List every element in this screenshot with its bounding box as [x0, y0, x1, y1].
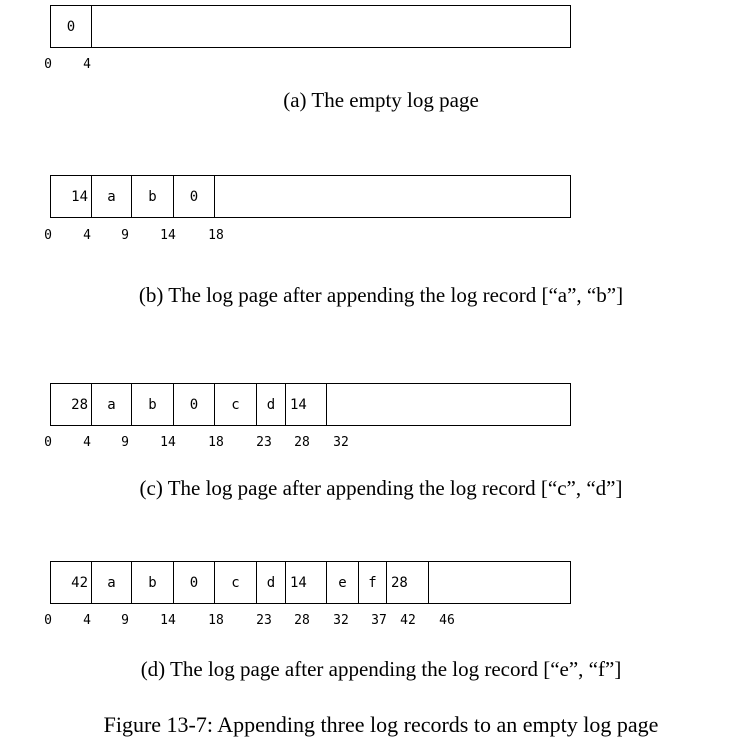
log-page-free-space [327, 384, 570, 425]
byte-offset-label: 18 [208, 435, 224, 450]
cell-value: 14 [71, 188, 88, 205]
cell-value: 0 [66, 18, 76, 35]
log-page-free-space [429, 562, 570, 603]
log-page-cell: d [257, 384, 286, 425]
byte-offset-label: 0 [44, 228, 52, 243]
figure-caption: Figure 13-7: Appending three log records… [103, 712, 659, 737]
byte-offset-label: 18 [208, 228, 224, 243]
log-page-cell: a [92, 562, 132, 603]
subfigure-caption: (a) The empty log page [283, 88, 479, 112]
byte-offset-label: 4 [83, 435, 91, 450]
byte-offset-label: 0 [44, 57, 52, 72]
byte-offset-label: 42 [400, 613, 416, 628]
byte-offset-label: 23 [256, 435, 272, 450]
subfigure-caption: (c) The log page after appending the log… [139, 476, 623, 500]
byte-offset-label: 0 [44, 613, 52, 628]
cell-value: 0 [189, 188, 199, 205]
byte-offset-label: 46 [439, 613, 455, 628]
byte-offset-label: 9 [121, 228, 129, 243]
byte-offset-label: 4 [83, 57, 91, 72]
log-page-cell: 14 [51, 176, 92, 217]
log-page-cell: b [132, 176, 174, 217]
log-page-cell: f [359, 562, 387, 603]
log-page-cell: 0 [174, 176, 215, 217]
byte-offset-label: 9 [121, 613, 129, 628]
cell-value: 0 [189, 396, 199, 413]
log-page-cell: 28 [51, 384, 92, 425]
log-page-free-space [215, 176, 570, 217]
cell-value: c [231, 396, 240, 413]
byte-offset-label: 14 [160, 613, 176, 628]
byte-offset-label: 0 [44, 435, 52, 450]
byte-offset-label: 32 [333, 435, 349, 450]
byte-offset-label: 28 [294, 435, 310, 450]
log-page-cell: b [132, 384, 174, 425]
byte-offset-label: 28 [294, 613, 310, 628]
log-page-cell: b [132, 562, 174, 603]
byte-offset-label: 23 [256, 613, 272, 628]
log-page-c: 28 a b 0 c d 14 [50, 383, 571, 426]
cell-value: d [266, 396, 276, 413]
cell-value: f [368, 574, 377, 591]
log-page-cell: d [257, 562, 286, 603]
cell-value: 0 [189, 574, 199, 591]
byte-offset-label: 37 [371, 613, 387, 628]
log-page-cell: 14 [286, 384, 327, 425]
cell-value: 28 [71, 396, 88, 413]
log-page-cell: 28 [387, 562, 429, 603]
log-page-cell: c [215, 384, 257, 425]
subfigure-caption: (b) The log page after appending the log… [138, 283, 624, 307]
cell-value: 28 [391, 574, 408, 591]
byte-offset-label: 4 [83, 613, 91, 628]
log-page-cell: 42 [51, 562, 92, 603]
cell-value: a [107, 396, 116, 413]
cell-value: b [148, 396, 157, 413]
cell-value: a [107, 188, 116, 205]
cell-value: 42 [71, 574, 88, 591]
log-page-b: 14 a b 0 [50, 175, 571, 218]
log-page-cell: 14 [286, 562, 327, 603]
cell-value: a [107, 574, 116, 591]
log-page-cell: a [92, 384, 132, 425]
log-page-d: 42 a b 0 c d 14 e f 28 [50, 561, 571, 604]
cell-value: c [231, 574, 240, 591]
byte-offset-label: 18 [208, 613, 224, 628]
subfigure-caption: (d) The log page after appending the log… [140, 657, 622, 681]
byte-offset-label: 14 [160, 435, 176, 450]
log-page-cell: 0 [174, 562, 215, 603]
log-page-cell: c [215, 562, 257, 603]
log-page-cell: 0 [174, 384, 215, 425]
cell-value: e [338, 574, 347, 591]
byte-offset-label: 32 [333, 613, 349, 628]
log-page-cell: e [327, 562, 359, 603]
log-page-cell: 0 [51, 6, 92, 47]
cell-value: d [266, 574, 276, 591]
cell-value: b [148, 188, 157, 205]
byte-offset-label: 14 [160, 228, 176, 243]
cell-value: 14 [290, 396, 307, 413]
cell-value: b [148, 574, 157, 591]
log-page-a: 0 [50, 5, 571, 48]
log-page-cell: a [92, 176, 132, 217]
byte-offset-label: 4 [83, 228, 91, 243]
log-page-free-space [92, 6, 570, 47]
byte-offset-label: 9 [121, 435, 129, 450]
cell-value: 14 [290, 574, 307, 591]
